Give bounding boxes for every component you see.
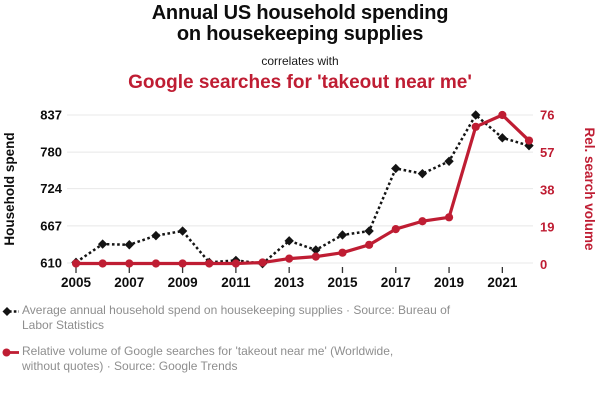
- dual-axis-line-chart: 2005 2007 2009 2011 2013 2015 2017 2019 2021 610 6…: [2, 108, 597, 291]
- svg-text:38: 38: [540, 182, 554, 197]
- svg-text:667: 667: [40, 218, 62, 233]
- svg-text:2017: 2017: [381, 275, 411, 290]
- legend-label-line: Relative volume of Google searches for '…: [22, 344, 394, 358]
- legend-item-search-volume: Relative volume of Google searches for '…: [2, 344, 482, 373]
- svg-text:Rel. search volume: Rel. search volume: [582, 127, 597, 251]
- svg-text:837: 837: [40, 108, 62, 123]
- legend-label-line: Labor Statistics: [22, 317, 105, 332]
- chart-header: Annual US household spending on housekeep…: [0, 0, 600, 93]
- svg-text:19: 19: [540, 220, 554, 235]
- svg-text:2015: 2015: [327, 275, 358, 290]
- svg-text:Household spend: Household spend: [2, 132, 17, 245]
- svg-text:76: 76: [540, 108, 554, 123]
- svg-text:724: 724: [40, 181, 62, 196]
- chart-title-line2: on housekeeping supplies: [176, 23, 424, 45]
- chart-title: Annual US household spending on housekeep…: [0, 3, 600, 45]
- svg-text:2021: 2021: [487, 275, 518, 290]
- legend-label-line: Average annual household spend on housek…: [22, 303, 451, 317]
- svg-text:780: 780: [40, 145, 62, 160]
- svg-text:2013: 2013: [274, 275, 305, 290]
- chart-title-line1: Annual US household spending: [151, 2, 449, 24]
- svg-text:2005: 2005: [61, 275, 92, 290]
- svg-text:2007: 2007: [114, 275, 144, 290]
- chart-subtitle: Google searches for 'takeout near me': [128, 72, 472, 93]
- svg-text:610: 610: [40, 256, 62, 271]
- svg-text:2011: 2011: [221, 275, 251, 290]
- svg-text:2019: 2019: [434, 275, 464, 290]
- legend: Average annual household spend on housek…: [2, 303, 482, 385]
- svg-text:0: 0: [540, 257, 547, 272]
- red-circle-solid-marker-icon: [2, 348, 19, 357]
- svg-text:2009: 2009: [168, 275, 198, 290]
- black-diamond-dashed-marker-icon: [2, 307, 19, 316]
- legend-label-search-volume: Relative volume of Google searches for '…: [22, 344, 393, 373]
- legend-label-household-spend: Average annual household spend on housek…: [22, 303, 450, 332]
- legend-item-household-spend: Average annual household spend on housek…: [2, 303, 482, 332]
- legend-label-line: without quotes) · Source: Google Trends: [22, 358, 238, 373]
- svg-text:57: 57: [540, 145, 554, 160]
- correlates-with-text: correlates with: [261, 54, 339, 68]
